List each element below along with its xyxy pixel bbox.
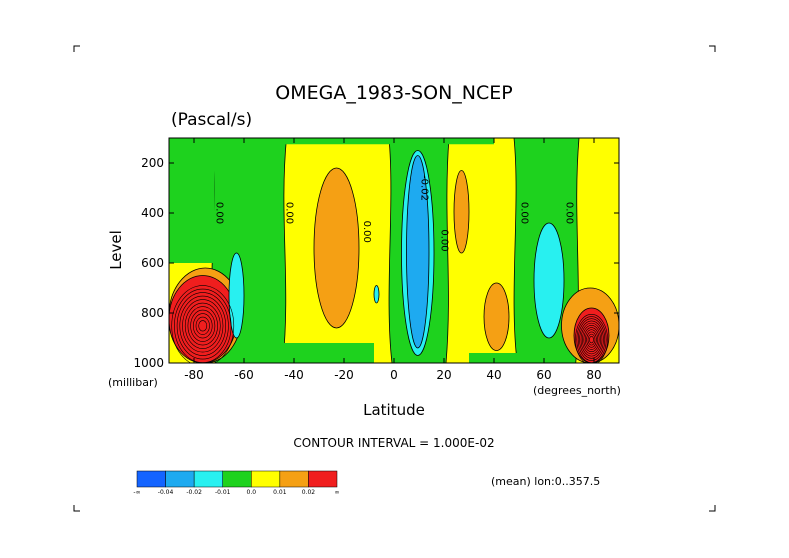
dense-contour-line [190,309,216,342]
x-tick-label: 60 [536,368,551,382]
contour-label: 0.00 [439,229,450,251]
dense-contour-line [580,322,603,357]
mean-lon-text: (mean) lon:0..357.5 [491,475,600,488]
dense-contour-line [577,318,606,361]
contour-label: 0.00 [564,202,575,224]
contour-region-0p02 [169,275,237,363]
colorbar-swatch [165,470,195,488]
x-tick-label: 20 [436,368,451,382]
x-tick-label: -60 [234,368,254,382]
dense-contour-line [582,325,601,355]
colorbar-swatch [136,470,166,488]
colorbar-swatch [308,470,338,488]
contour-region-0p01 [313,167,360,329]
dense-contour-line [589,336,594,344]
colorbar-label: -0.01 [215,489,231,496]
dense-contour-line [575,314,608,363]
contour-region-neg0p02 [373,285,380,304]
dense-contour-line [187,306,218,346]
colorbar-label: -0.02 [186,489,202,496]
x-tick-label: 80 [586,368,601,382]
contour-region-neg0p02 [533,222,565,339]
contour-label: -0.02 [419,175,430,201]
x-tick-label: 40 [486,368,501,382]
chart-units: (Pascal/s) [171,110,252,130]
colorbar-swatch [193,470,223,488]
x-tick-label: -20 [334,368,354,382]
contour-labels: 0.00 0.00 0.00 -0.02 0.00 0.00 0.00 [214,175,575,252]
contour-region-neg0p01 [469,353,559,363]
crop-marks [73,45,716,512]
crop-mark-bottom-right [709,505,716,512]
dense-contour-line [579,320,604,359]
contour-label: 0.00 [214,202,225,224]
colorbar-swatch [222,470,252,488]
y-tick-label: 1000 [133,356,164,370]
x-axis-ticks: -80 -60 -40 -20 0 20 40 60 80 [184,138,602,382]
dense-contour-line [193,313,213,339]
x-unit-label: (degrees_north) [533,384,621,397]
x-axis-label: Latitude [363,401,425,419]
y-tick-label: 800 [141,306,164,320]
contour-interval-text: CONTOUR INTERVAL = 1.000E-02 [293,436,494,450]
crop-mark-top-left [73,45,80,52]
y-axis-ticks: 200 400 600 800 1000 [133,156,619,370]
dense-contour-line [587,333,596,346]
colorbar-swatch [279,470,309,488]
dense-contour-line [182,299,224,353]
contour-region-neg0p01 [249,343,374,363]
dense-contour-line [176,292,229,360]
contour-label: 0.00 [519,202,530,224]
colorbar: -∞ -0.04 -0.02 -0.01 0.0 0.01 0.02 ∞ [133,470,340,496]
dense-contour-line [184,302,221,349]
colorbar-label: ∞ [335,489,340,496]
contour-region-neg0p02 [228,252,245,339]
crop-mark-top-right [709,45,716,52]
y-axis-label: Level [107,230,125,270]
colorbar-label: 0.02 [302,489,316,496]
colorbar-label: 0.0 [247,489,257,496]
y-tick-label: 400 [141,206,164,220]
y-unit-label: (millibar) [108,376,158,389]
contour-region-neg0p04 [406,155,430,349]
contour-label: 0.00 [284,202,295,224]
contour-label: 0.00 [361,221,372,243]
crop-mark-bottom-left [73,505,80,512]
colorbar-label: -0.04 [158,489,174,496]
colorbar-swatch [251,470,281,488]
x-tick-label: -80 [184,368,204,382]
dense-contour-line [198,320,208,332]
contour-region-0p01 [483,282,510,351]
x-tick-label: 0 [390,368,398,382]
dense-contour-line [584,329,599,350]
plot-area [169,138,619,363]
dense-contour-line [171,285,235,363]
chart-title: OMEGA_1983-SON_NCEP [275,82,512,104]
dense-contour-line [586,331,597,348]
contour-region-0p01 [453,170,470,254]
contour-region-neg0p01 [169,138,214,263]
colorbar-label: 0.01 [273,489,287,496]
contour-region-neg0p01 [264,138,494,145]
y-tick-label: 600 [141,256,164,270]
dense-contour-line [179,295,227,356]
colorbar-label: -∞ [133,489,140,496]
y-tick-label: 200 [141,156,164,170]
dense-contour-line [195,316,210,335]
dense-contour-line [583,327,600,353]
x-tick-label: -40 [284,368,304,382]
